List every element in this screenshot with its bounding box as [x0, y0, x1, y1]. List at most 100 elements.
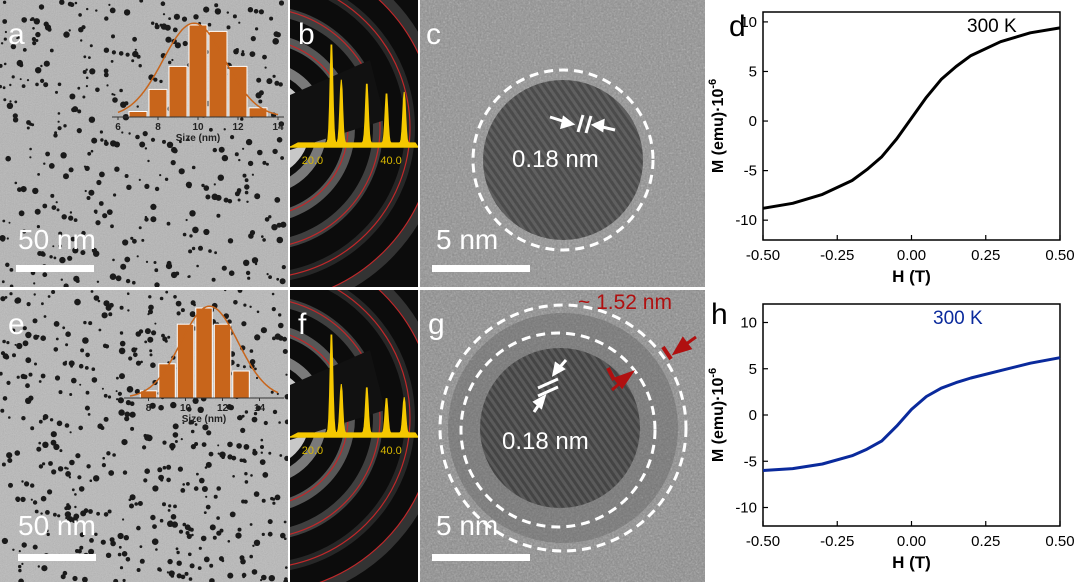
nanoparticle-dot [124, 101, 129, 106]
nanoparticle-dot [50, 439, 57, 446]
nanoparticle-dot [32, 41, 37, 46]
nanoparticle-dot [3, 37, 7, 41]
nanoparticle-dot [211, 193, 219, 201]
nanoparticle-dot [1, 537, 8, 545]
nanoparticle-dot [144, 468, 150, 474]
nanoparticle-dot [227, 540, 231, 543]
panel-letter-d: d [729, 10, 746, 43]
nanoparticle-dot [119, 331, 124, 335]
particle-outline-c [471, 68, 655, 252]
nanoparticle-dot [75, 279, 80, 283]
nanoparticle-dot [2, 339, 6, 344]
nanoparticle-dot [16, 375, 20, 379]
nanoparticle-dot [96, 179, 102, 186]
nanoparticle-dot [154, 186, 160, 192]
nanoparticle-dot [241, 321, 247, 327]
nanoparticle-dot [201, 442, 207, 447]
nanoparticle-dot [184, 524, 191, 531]
nanoparticle-dot [276, 236, 284, 244]
nanoparticle-dot [136, 105, 139, 108]
index-ring [290, 0, 411, 276]
nanoparticle-dot [236, 188, 242, 193]
nanoparticle-dot [53, 133, 58, 138]
nanoparticle-dot [42, 441, 49, 448]
nanoparticle-dot [50, 193, 55, 198]
nanoparticle-dot [170, 160, 176, 166]
nanoparticle-dot [171, 521, 178, 528]
nanoparticle-dot [236, 443, 242, 449]
nanoparticle-dot [131, 59, 135, 63]
nanoparticle-dot [68, 215, 74, 221]
nanoparticle-dot [91, 137, 98, 144]
nanoparticle-dot [188, 249, 193, 254]
nanoparticle-dot [199, 477, 205, 484]
nanoparticle-dot [123, 535, 129, 541]
nanoparticle-dot [135, 360, 142, 366]
nanoparticle-dot [162, 139, 166, 144]
nanoparticle-dot [138, 226, 142, 230]
nanoparticle-dot [142, 445, 147, 450]
nanoparticle-dot [178, 168, 185, 175]
nanoparticle-dot [167, 558, 173, 565]
nanoparticle-dot [63, 124, 67, 128]
nanoparticle-dot [258, 90, 264, 96]
nanoparticle-dot [174, 440, 178, 443]
histogram-bar [128, 111, 148, 118]
nanoparticle-dot [110, 140, 117, 147]
panel-a-tem-image: 6 8 10 12 14 Size (nm) a 50 nm [0, 0, 288, 287]
nanoparticle-dot [187, 275, 190, 278]
nanoparticle-dot [214, 3, 219, 8]
nanoparticle-dot [257, 149, 263, 156]
nanoparticle-dot [129, 401, 135, 406]
nanoparticle-dot [22, 326, 27, 331]
nanoparticle-dot [254, 334, 261, 341]
panel-letter-g: g [428, 308, 445, 341]
nanoparticle-dot [125, 52, 130, 57]
panel-d-mh-chart: -0.50 -0.25 0.00 0.25 0.50 -10 -5 0 5 10 H (T) M (e… [705, 0, 1080, 290]
nanoparticle-dot [63, 283, 69, 287]
nanoparticle-dot [89, 479, 93, 482]
nanoparticle-dot [122, 578, 126, 582]
nanoparticle-dot [166, 571, 169, 574]
nanoparticle-dot [84, 165, 90, 171]
nanoparticle-dot [245, 138, 253, 146]
nanoparticle-dot [151, 538, 159, 545]
panel-letter-f: f [298, 308, 307, 341]
nanoparticle-dot [114, 166, 120, 172]
nanoparticle-dot [240, 427, 246, 433]
nanoparticle-dot [78, 425, 83, 431]
panel-f-saed-image: 20.0 40.0 f [290, 290, 418, 582]
nanoparticle-dot [97, 299, 101, 303]
nanoparticle-dot [165, 36, 172, 43]
nanoparticle-dot [58, 231, 63, 236]
nanoparticle-dot [84, 189, 87, 193]
nanoparticle-dot [122, 239, 129, 246]
nanoparticle-dot [60, 574, 66, 580]
nanoparticle-dot [203, 6, 210, 13]
nanoparticle-dot [216, 516, 220, 520]
nanoparticle-dot [262, 160, 267, 165]
nanoparticle-dot [184, 571, 189, 576]
nanoparticle-dot [217, 452, 220, 455]
nanoparticle-dot [73, 218, 78, 223]
nanoparticle-dot [26, 126, 30, 130]
nanoparticle-dot [35, 31, 41, 38]
nanoparticle-dot [180, 308, 185, 313]
nanoparticle-dot [193, 303, 196, 307]
nanoparticle-dot [21, 17, 28, 23]
nanoparticle-dot [118, 347, 126, 355]
nanoparticle-dot [182, 422, 185, 424]
nanoparticle-dot [77, 109, 82, 114]
nanoparticle-dot [278, 121, 285, 127]
nanoparticle-dot [2, 0, 7, 4]
nanoparticle-dot [18, 564, 22, 569]
nanoparticle-dot [74, 1, 78, 5]
nanoparticle-dot [249, 523, 253, 526]
nanoparticle-dot [247, 276, 251, 280]
nanoparticle-dot [227, 572, 234, 579]
nanoparticle-dot [150, 203, 157, 210]
nanoparticle-dot [22, 340, 29, 347]
nanoparticle-dot [113, 93, 116, 96]
nanoparticle-dot [103, 416, 109, 422]
nanoparticle-dot [243, 459, 247, 463]
